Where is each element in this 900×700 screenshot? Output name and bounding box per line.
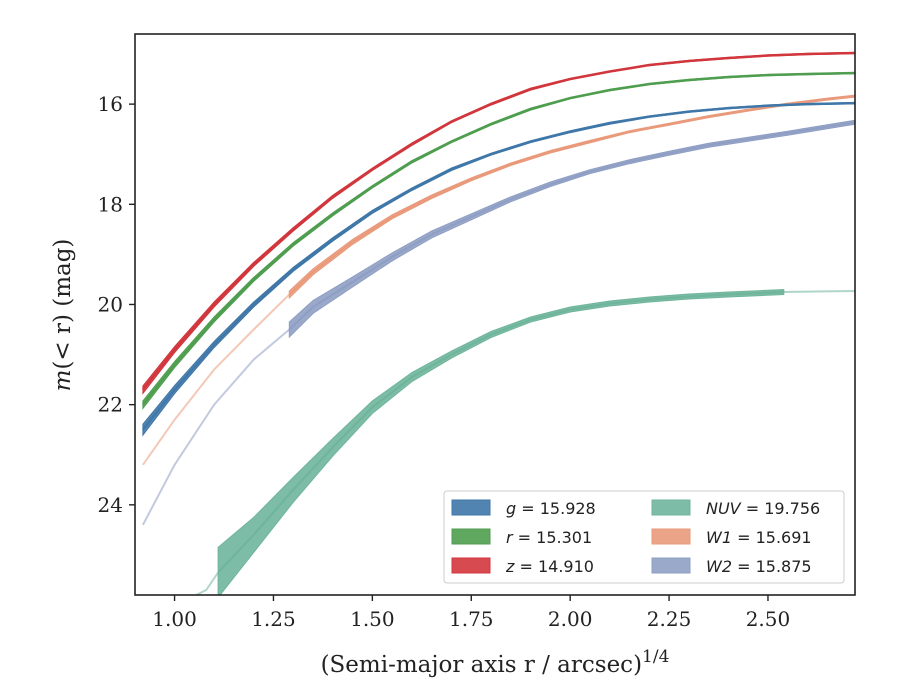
legend-swatch-z — [451, 557, 491, 574]
x-axis-label-exponent: 1/4 — [642, 647, 669, 667]
series-w2-extrapolation — [142, 328, 290, 526]
x-tick-label: 1.50 — [350, 607, 395, 631]
legend-swatch-g — [451, 499, 491, 516]
plot-area — [142, 51, 855, 595]
series-nuv-extrapolation — [783, 290, 855, 293]
series-r-band — [142, 71, 855, 410]
x-tick-label: 2.00 — [548, 607, 593, 631]
legend-label-w1: W1 = 15.691 — [706, 528, 812, 547]
series-g-line — [142, 102, 855, 431]
series-nuv-line — [217, 290, 784, 574]
y-tick-label: 18 — [98, 192, 123, 216]
x-tick-label: 1.00 — [152, 607, 197, 631]
x-tick-label: 1.75 — [449, 607, 494, 631]
y-tick-label: 16 — [98, 92, 123, 116]
y-tick-label: 20 — [98, 292, 123, 316]
x-axis-label: (Semi-major axis r / arcsec)1/4 — [321, 647, 670, 678]
series-w1-line — [288, 95, 855, 296]
series-z-band — [142, 51, 855, 395]
legend-label-r: r = 15.301 — [506, 528, 592, 547]
y-tick-label: 22 — [98, 393, 123, 417]
legend-swatch-r — [451, 528, 491, 545]
series-nuv-band — [217, 288, 785, 595]
y-tick-label: 24 — [98, 493, 123, 517]
series-g-band — [142, 101, 855, 437]
x-tick-label: 2.25 — [647, 607, 692, 631]
plot-frame — [134, 33, 856, 596]
legend-label-nuv: NUV = 19.756 — [706, 499, 820, 518]
legend-swatch-w1 — [651, 528, 691, 545]
legend-swatch-w2 — [651, 557, 691, 574]
legend-label-z: z = 14.910 — [505, 557, 594, 576]
series-w2-band — [288, 119, 855, 339]
x-tick-label: 1.25 — [251, 607, 296, 631]
series-w1-extrapolation — [142, 293, 291, 466]
legend-swatch-nuv — [651, 499, 691, 516]
legend-label-w2: W2 = 15.875 — [706, 557, 812, 576]
y-axis: 16 18 20 22 24 — [98, 92, 135, 517]
series-nuv-extrapolation — [194, 571, 219, 595]
series-r-line — [142, 72, 855, 406]
x-axis: 1.00 1.25 1.50 1.75 2.00 2.25 2.50 — [152, 595, 790, 631]
legend-label-g: g = 15.928 — [506, 499, 596, 518]
y-axis-label: m(< r) (mag) — [50, 239, 76, 392]
legend-box — [443, 490, 845, 584]
series-w1-band — [288, 94, 855, 300]
series-w2-line — [288, 121, 855, 331]
x-tick-label: 2.50 — [746, 607, 791, 631]
series-z-line — [142, 51, 855, 391]
legend: g = 15.928 NUV = 19.756 r = 15.301 W1 = 15.… — [443, 490, 845, 584]
